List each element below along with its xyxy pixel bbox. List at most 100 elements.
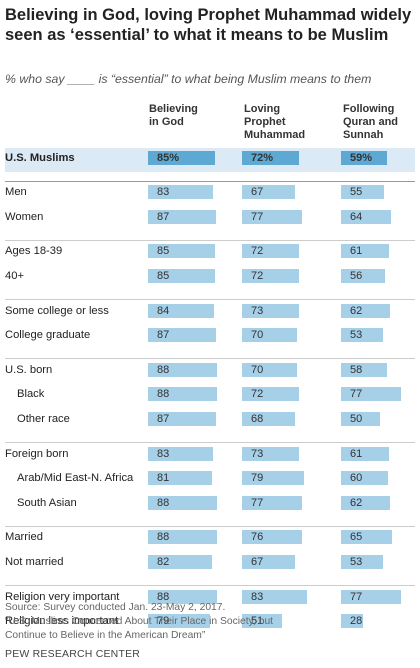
bar-value-label: 55	[350, 186, 363, 199]
bar-value-label: 83	[157, 186, 170, 199]
bar-believing-in-god	[148, 614, 210, 629]
row-label: South Asian	[17, 497, 77, 510]
bar-value-label: 83	[251, 590, 264, 603]
bar-following-quran	[341, 151, 388, 165]
bar-loving-prophet	[242, 151, 299, 165]
bar-believing-in-god	[148, 244, 215, 259]
bar-believing-in-god	[148, 269, 215, 284]
bar-value-label: 56	[350, 270, 363, 283]
bar-value-label: 53	[350, 329, 363, 342]
bar-loving-prophet	[242, 446, 300, 461]
row-label: Other race	[17, 413, 70, 426]
bar-value-label: 88	[157, 590, 170, 603]
row-label: Arab/Mid East-N. Africa	[17, 472, 134, 485]
bar-loving-prophet	[242, 412, 296, 427]
bar-following-quran	[341, 244, 389, 259]
bar-value-label: 84	[157, 304, 170, 317]
row-label: Men	[5, 186, 27, 199]
bar-value-label: 72	[251, 245, 264, 258]
bar-value-label: 81	[157, 472, 170, 485]
group-separator	[5, 357, 415, 359]
row-label: Women	[5, 211, 44, 224]
bar-believing-in-god	[148, 328, 217, 343]
bar-following-quran	[341, 269, 385, 284]
bar-value-label: 88	[157, 531, 170, 544]
bar-value-label: 70	[251, 329, 264, 342]
bar-value-label: 62	[350, 497, 363, 510]
bar-loving-prophet	[242, 614, 283, 629]
row-label: U.S. born	[5, 363, 53, 376]
bar-value-label: 72	[251, 270, 264, 283]
bar-value-label: 67	[251, 186, 264, 199]
bar-loving-prophet	[242, 210, 303, 225]
bar-value-label: 68	[251, 413, 264, 426]
row-label: 40+	[5, 270, 24, 283]
bar-loving-prophet	[242, 244, 299, 259]
bar-loving-prophet	[242, 362, 297, 377]
bar-following-quran	[341, 303, 390, 318]
bar-believing-in-god	[148, 362, 218, 377]
bar-loving-prophet	[242, 555, 295, 570]
column-header-loving-prophet: Loving Prophet Muhammad	[244, 103, 306, 141]
bar-value-label: 72%	[251, 152, 274, 164]
source-note: Source: Survey conducted Jan. 23-May 2, …	[5, 602, 226, 613]
column-header-believing-in-god: Believing in God	[149, 103, 198, 128]
column-header-following-quran: Following Quran and Sunnah	[343, 103, 399, 141]
chart-subtitle: % who say ____ is “essential” to what be…	[5, 72, 372, 86]
bar-following-quran	[341, 555, 383, 570]
bar-value-label: 67	[251, 556, 264, 569]
bar-value-label: 88	[157, 497, 170, 510]
bar-value-label: 85	[157, 245, 170, 258]
bar-believing-in-god	[148, 387, 218, 402]
bar-value-label: 85	[157, 270, 170, 283]
report-title-note: “U.S. Muslims Concerned About Their Plac…	[5, 616, 274, 641]
bar-loving-prophet	[242, 303, 300, 318]
bar-loving-prophet	[242, 269, 299, 284]
bar-value-label: 50	[350, 413, 363, 426]
group-separator	[5, 441, 415, 443]
bar-value-label: 77	[251, 211, 264, 224]
bar-believing-in-god	[148, 412, 217, 427]
bar-value-label: 87	[157, 211, 170, 224]
row-label: U.S. Muslims	[5, 152, 75, 164]
bar-believing-in-god	[148, 589, 218, 604]
group-separator	[5, 525, 415, 527]
bar-value-label: 83	[157, 447, 170, 460]
bar-loving-prophet	[242, 471, 304, 486]
bar-following-quran	[341, 530, 393, 545]
bar-believing-in-god	[148, 471, 212, 486]
bar-value-label: 76	[251, 531, 264, 544]
row-label: Not married	[5, 556, 64, 569]
group-separator	[5, 584, 415, 586]
bar-value-label: 58	[350, 363, 363, 376]
group-separator	[5, 298, 415, 300]
chart-title: Believing in God, loving Prophet Muhamma…	[5, 6, 412, 44]
row-label: Foreign born	[5, 447, 69, 460]
bar-believing-in-god	[148, 185, 214, 200]
bar-value-label: 73	[251, 304, 264, 317]
bar-value-label: 77	[251, 497, 264, 510]
pew-logo-text: PEW RESEARCH CENTER	[5, 648, 141, 660]
bar-value-label: 79	[157, 615, 170, 628]
bar-following-quran	[341, 471, 389, 486]
bar-value-label: 87	[157, 329, 170, 342]
bar-believing-in-god	[148, 446, 214, 461]
row-label: Ages 18-39	[5, 245, 63, 258]
bar-following-quran	[341, 589, 402, 604]
bar-value-label: 60	[350, 472, 363, 485]
row-label: Married	[5, 531, 43, 544]
bar-value-label: 61	[350, 447, 363, 460]
bar-believing-in-god	[148, 151, 215, 165]
bar-value-label: 82	[157, 556, 170, 569]
bar-believing-in-god	[148, 210, 217, 225]
bar-following-quran	[341, 328, 383, 343]
bar-believing-in-god	[148, 555, 213, 570]
row-label: Some college or less	[5, 304, 109, 317]
bar-value-label: 59%	[350, 152, 373, 164]
bar-value-label: 72	[251, 388, 264, 401]
bar-value-label: 85%	[157, 152, 180, 164]
bar-loving-prophet	[242, 496, 303, 511]
group-separator	[5, 180, 415, 182]
bar-value-label: 88	[157, 363, 170, 376]
